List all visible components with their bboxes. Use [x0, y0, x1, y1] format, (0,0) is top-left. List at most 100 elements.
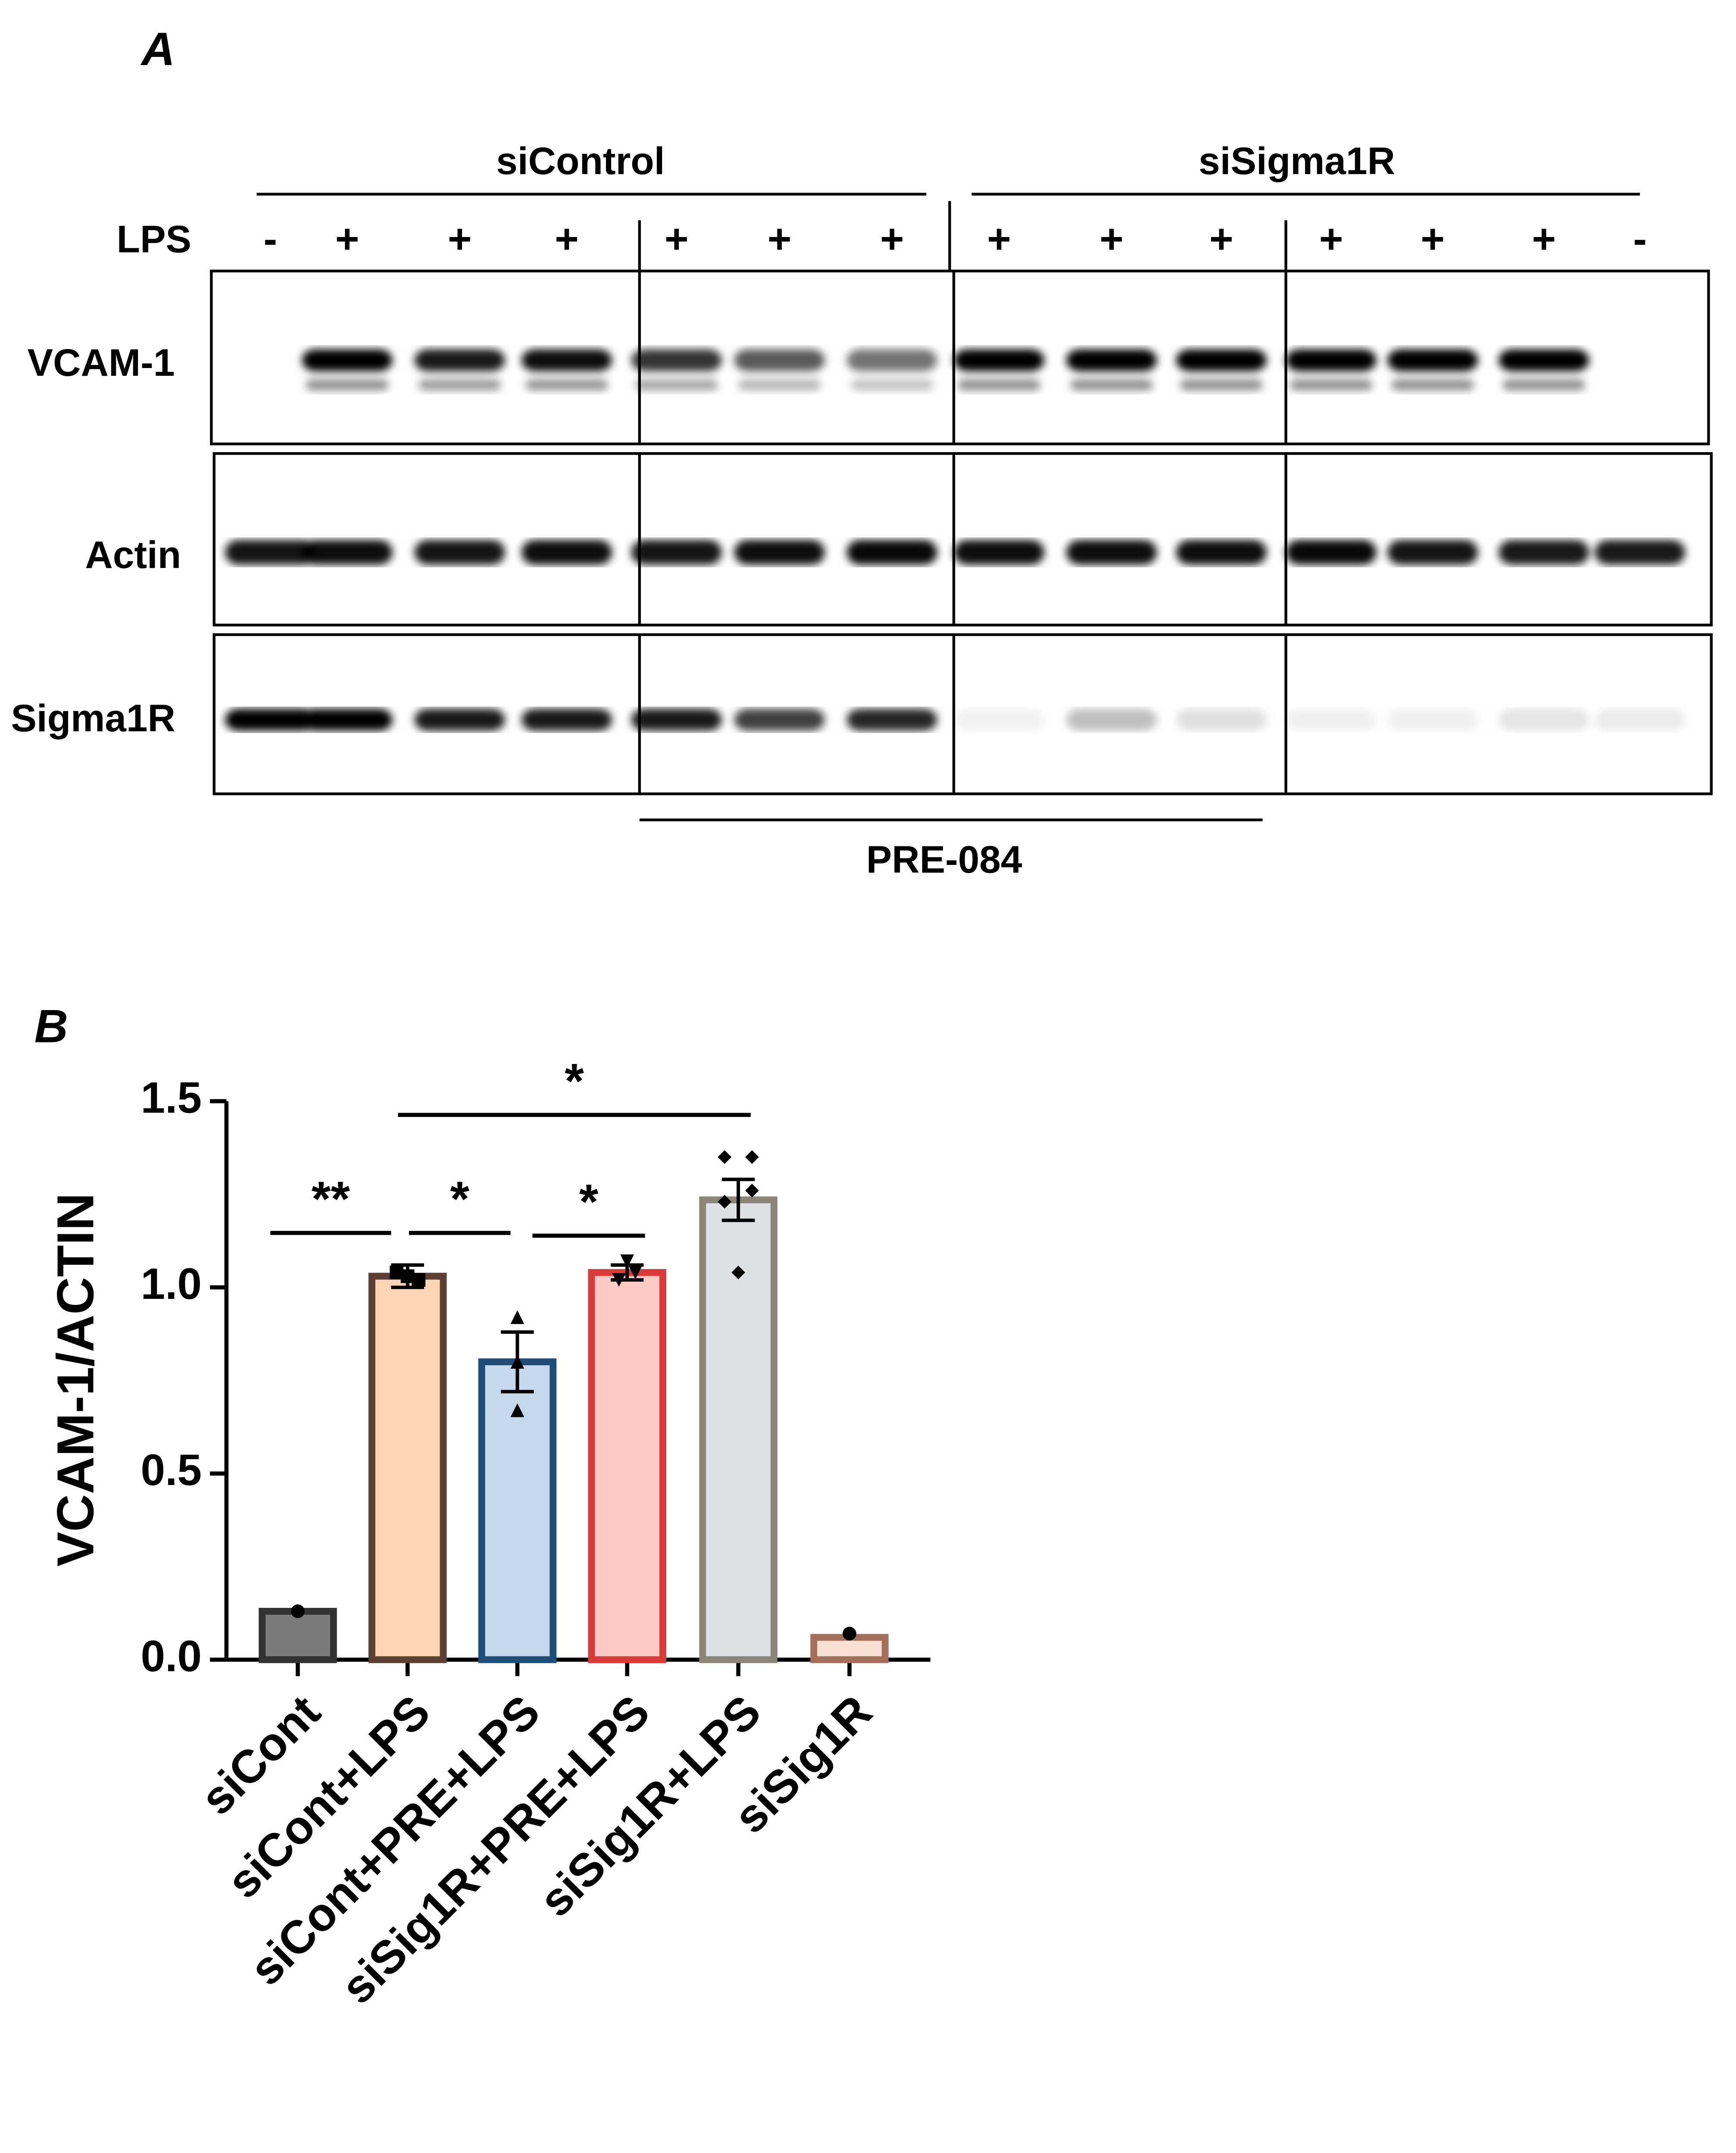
band [521, 708, 612, 731]
band [1502, 379, 1585, 390]
bands [302, 349, 1589, 390]
band [631, 540, 722, 565]
bands [225, 540, 1686, 565]
bar [810, 1634, 889, 1663]
panel-label: B [34, 1000, 68, 1052]
bar [259, 1608, 337, 1663]
band [302, 708, 393, 731]
band [1290, 379, 1373, 390]
group-label: siControl [496, 139, 665, 182]
lps-sign: + [335, 216, 359, 262]
panel-label: A [140, 23, 175, 75]
band [1286, 540, 1377, 565]
point [718, 1150, 732, 1164]
bar [368, 1273, 447, 1663]
band [1176, 708, 1267, 731]
lps-sign: + [1421, 216, 1445, 262]
drug-label: PRE-084 [866, 838, 1022, 881]
lps-sign: - [1633, 216, 1647, 262]
y-tick-label: 0.0 [141, 1632, 202, 1681]
band [1066, 349, 1157, 371]
band [738, 379, 821, 390]
row-label: Sigma1R [11, 696, 175, 740]
band [958, 379, 1040, 390]
significance-label: * [565, 1053, 584, 1108]
band [954, 708, 1045, 731]
lps-sign: + [768, 216, 792, 262]
band [1499, 349, 1589, 371]
lps-sign: + [555, 216, 579, 262]
band [1387, 540, 1478, 565]
band [525, 379, 608, 390]
significance-label: * [579, 1174, 599, 1229]
band [954, 540, 1045, 565]
band [954, 349, 1045, 371]
band [414, 708, 505, 731]
band [846, 708, 937, 731]
band [734, 708, 825, 731]
band [1176, 540, 1267, 565]
band [631, 708, 722, 731]
band [306, 379, 389, 390]
point [620, 1254, 634, 1268]
point [510, 1403, 525, 1417]
bands [225, 708, 1686, 731]
row-label: Actin [85, 533, 181, 576]
band [635, 379, 718, 390]
point [843, 1626, 856, 1641]
band [1286, 708, 1377, 731]
point [510, 1310, 525, 1324]
lps-sign: + [1209, 216, 1233, 262]
significance-label: * [450, 1171, 469, 1226]
treatment-label: LPS [117, 218, 191, 261]
band [1066, 540, 1157, 565]
band [302, 540, 393, 565]
band [414, 540, 505, 565]
point [745, 1150, 759, 1164]
point [745, 1183, 759, 1198]
band [1391, 379, 1474, 390]
significance-label: ** [312, 1171, 350, 1226]
lps-sign: + [1099, 216, 1124, 262]
band [225, 540, 316, 565]
point [612, 1273, 626, 1287]
lps-sign: + [1319, 216, 1343, 262]
band [1176, 349, 1267, 371]
lps-sign: + [1532, 216, 1556, 262]
row-label: VCAM-1 [28, 341, 175, 384]
band [1286, 349, 1377, 371]
band [1499, 540, 1589, 565]
bar [478, 1358, 557, 1663]
point [291, 1604, 305, 1618]
point [628, 1265, 643, 1279]
lps-sign: + [987, 216, 1011, 262]
lps-sign: + [448, 216, 472, 262]
y-tick-label: 1.5 [141, 1073, 202, 1122]
band [734, 540, 825, 565]
point [400, 1269, 415, 1283]
lps-sign: + [665, 216, 689, 262]
band [734, 349, 825, 371]
band [1595, 540, 1686, 565]
band [225, 708, 316, 731]
bar [588, 1269, 666, 1663]
band [1499, 708, 1589, 731]
y-tick-label: 0.5 [141, 1445, 202, 1495]
lps-sign: - [263, 216, 277, 262]
band [1595, 708, 1686, 731]
point [510, 1355, 525, 1369]
band [851, 379, 934, 390]
point [731, 1265, 746, 1279]
band [418, 379, 501, 390]
band [521, 540, 612, 565]
lps-sign: + [880, 216, 904, 262]
band [414, 349, 505, 371]
y-axis-label: VCAM-1/ACTIN [46, 1193, 105, 1566]
error-bar [721, 1177, 755, 1222]
band [521, 349, 612, 371]
band [302, 349, 393, 371]
band [846, 540, 937, 565]
band [1066, 708, 1157, 731]
